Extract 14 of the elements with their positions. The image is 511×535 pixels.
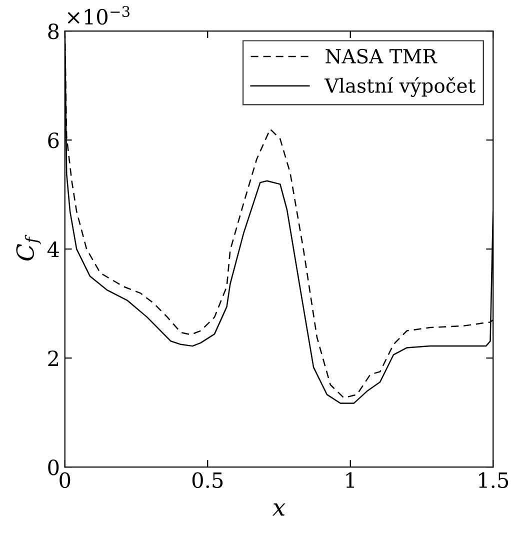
- y-tick-label: 4: [47, 241, 59, 257]
- legend-label: Vlastní výpočet: [324, 77, 476, 97]
- y-tick-label: 2: [48, 350, 58, 366]
- x-axis-title: x: [272, 503, 286, 516]
- legend-label: NASA TMR: [326, 48, 438, 64]
- y-axis-title: C$_{f}$: [16, 234, 41, 260]
- y-tick-label: 8: [48, 23, 59, 40]
- y-tick-label: 6: [48, 132, 59, 148]
- x-tick-label: 0: [60, 472, 70, 488]
- y-tick-label: 0: [48, 460, 59, 476]
- text: ×10$^{−3}$: [68, 6, 130, 25]
- x-tick-label: 1.5: [479, 472, 508, 488]
- x-tick-label: 1: [346, 472, 354, 488]
- x-tick-label: 0.5: [192, 472, 223, 488]
